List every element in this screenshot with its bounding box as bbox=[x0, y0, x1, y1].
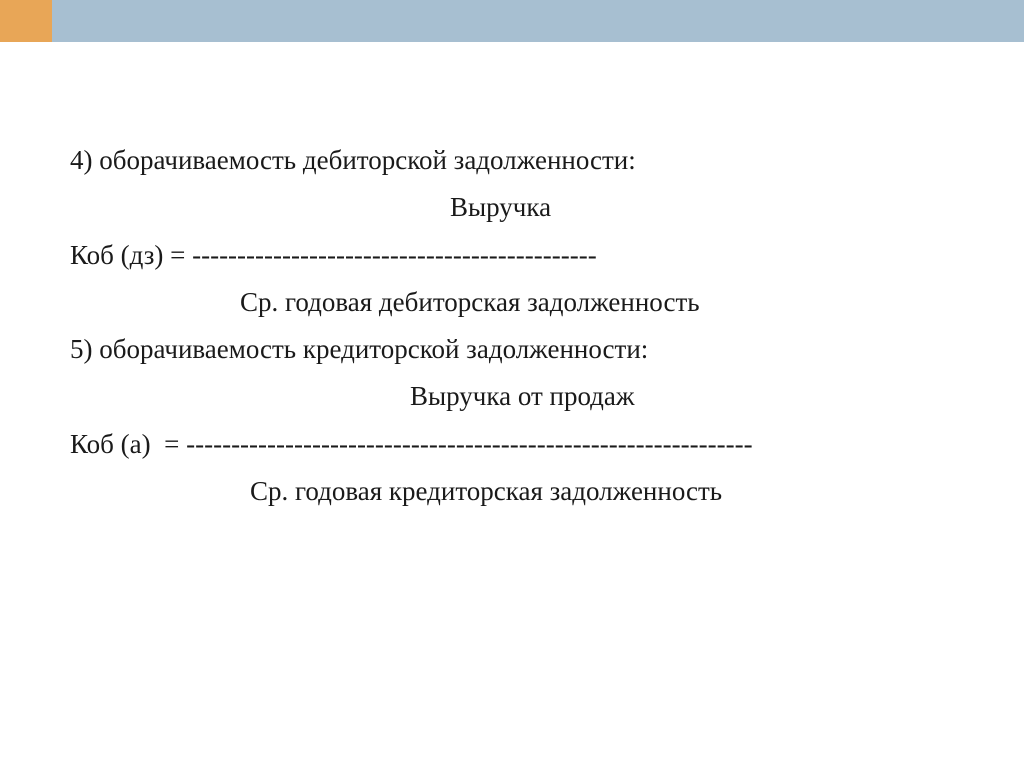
section5-denominator: Ср. годовая кредиторская задолженность bbox=[70, 468, 954, 515]
section4-dashes: ----------------------------------------… bbox=[192, 240, 597, 270]
section4-formula-line: Коб (дз) = -----------------------------… bbox=[70, 232, 954, 279]
section5-title: 5) оборачиваемость кредиторской задолжен… bbox=[70, 326, 954, 373]
section5-lhs: Коб (а) = bbox=[70, 429, 186, 459]
section5-numerator: Выручка от продаж bbox=[70, 373, 954, 420]
header-accent-blue bbox=[52, 0, 1024, 42]
section5-formula-line: Коб (а) = ------------------------------… bbox=[70, 421, 954, 468]
section5-dashes: ----------------------------------------… bbox=[186, 429, 752, 459]
header-accent-orange bbox=[0, 0, 52, 42]
slide-header-bar bbox=[0, 0, 1024, 42]
section4-title: 4) оборачиваемость дебиторской задолженн… bbox=[70, 137, 954, 184]
slide-content: 4) оборачиваемость дебиторской задолженн… bbox=[0, 42, 1024, 535]
section4-numerator: Выручка bbox=[70, 184, 954, 231]
section4-lhs: Коб (дз) = bbox=[70, 240, 192, 270]
section4-denominator: Ср. годовая дебиторская задолженность bbox=[70, 279, 954, 326]
